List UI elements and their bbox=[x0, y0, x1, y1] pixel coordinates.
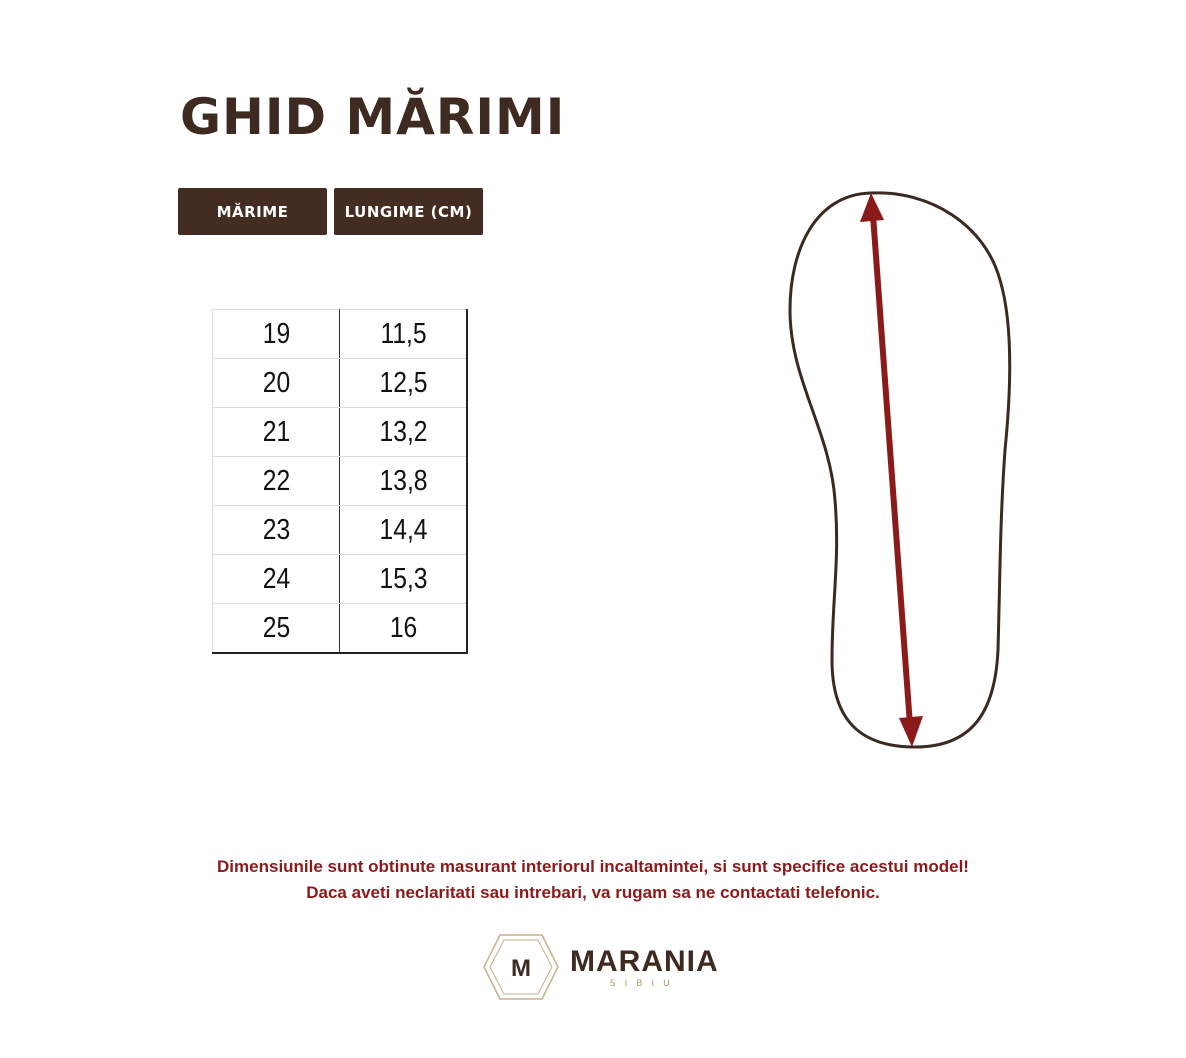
size-table: 19 11,5 20 12,5 21 13,2 22 13,8 23 14,4 24 15,3 25 16 bbox=[212, 309, 468, 654]
size-cell: 25 bbox=[221, 603, 331, 654]
logo-hexagon-icon: M bbox=[483, 934, 559, 1000]
arrow-head-top bbox=[860, 193, 884, 222]
table-row: 23 14,4 bbox=[213, 505, 468, 555]
length-cell: 15,3 bbox=[348, 554, 458, 604]
table-row: 22 13,8 bbox=[213, 456, 468, 506]
length-cell: 13,8 bbox=[348, 456, 458, 506]
size-cell: 20 bbox=[221, 358, 331, 408]
size-cell: 24 bbox=[221, 554, 331, 604]
table-row: 25 16 bbox=[213, 603, 468, 654]
length-cell: 13,2 bbox=[348, 407, 458, 457]
notes: Dimensiunile sunt obtinute masurant inte… bbox=[0, 854, 1186, 906]
brand-location: SIBIU bbox=[609, 979, 679, 989]
size-cell: 22 bbox=[221, 456, 331, 506]
brand-logo: M MARANIA SIBIU bbox=[480, 932, 719, 1002]
size-cell: 21 bbox=[221, 407, 331, 457]
note-line: Daca aveti neclaritati sau intrebari, va… bbox=[306, 883, 880, 902]
length-cell: 14,4 bbox=[348, 505, 458, 555]
length-arrow-line bbox=[870, 214, 913, 726]
note-line: Dimensiunile sunt obtinute masurant inte… bbox=[217, 857, 969, 876]
header-size: MĂRIME bbox=[178, 188, 327, 235]
page-title: GHID MĂRIMI bbox=[180, 88, 566, 146]
arrow-head-bottom bbox=[899, 716, 923, 747]
table-row: 20 12,5 bbox=[213, 358, 468, 408]
svg-text:M: M bbox=[511, 955, 531, 982]
header-length: LUNGIME (CM) bbox=[334, 188, 483, 235]
brand-name: MARANIA bbox=[570, 945, 719, 978]
size-cell: 23 bbox=[221, 505, 331, 555]
length-cell: 16 bbox=[348, 603, 458, 654]
table-row: 24 15,3 bbox=[213, 554, 468, 604]
sole-outline bbox=[788, 191, 1012, 749]
size-cell: 19 bbox=[221, 309, 331, 359]
length-cell: 12,5 bbox=[348, 358, 458, 408]
table-row: 21 13,2 bbox=[213, 407, 468, 457]
